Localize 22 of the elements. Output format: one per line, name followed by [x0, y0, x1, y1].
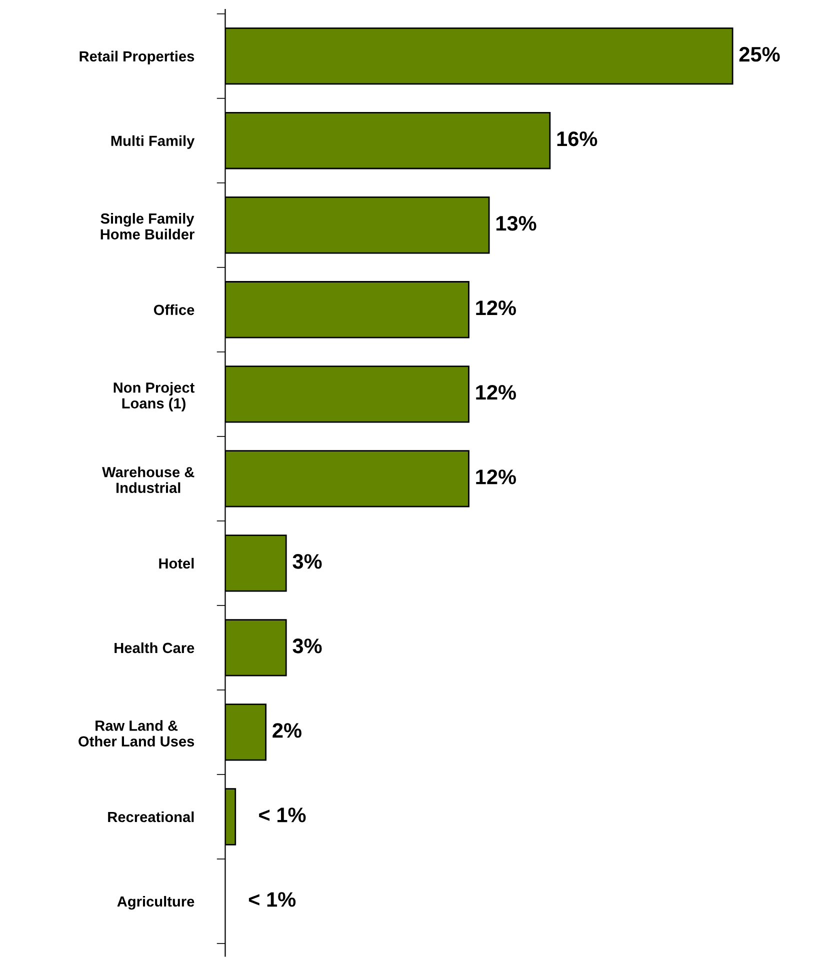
data-label: 12% [476, 470, 516, 484]
data-label: 2% [272, 723, 302, 738]
data-label: 3% [292, 638, 322, 654]
data-label: 3% [292, 554, 322, 569]
y-tick-label: Warehouse & Industrial [102, 466, 194, 494]
y-tick-label: Agriculture [117, 896, 194, 910]
y-tick-label: Non Project Loans (1) [114, 382, 194, 412]
data-label: 16% [557, 131, 598, 146]
y-tick-label: Multi Family [111, 135, 195, 149]
data-label: 12% [476, 385, 516, 400]
y-tick-label: Recreational [108, 811, 194, 822]
data-label: < 1% [248, 892, 296, 907]
y-tick-label: Retail Properties [80, 50, 194, 64]
data-label: 12% [476, 300, 516, 316]
y-tick-label: Raw Land & Other Land Uses [78, 720, 194, 747]
y-tick-label: Single Family Home Builder [100, 213, 194, 240]
data-label: < 1% [259, 808, 306, 822]
y-tick-label: Office [154, 304, 194, 316]
data-label: 25% [739, 46, 780, 62]
y-tick-label: Hotel [159, 558, 194, 569]
y-tick-label: Health Care [114, 642, 194, 654]
data-label: 13% [496, 216, 536, 231]
